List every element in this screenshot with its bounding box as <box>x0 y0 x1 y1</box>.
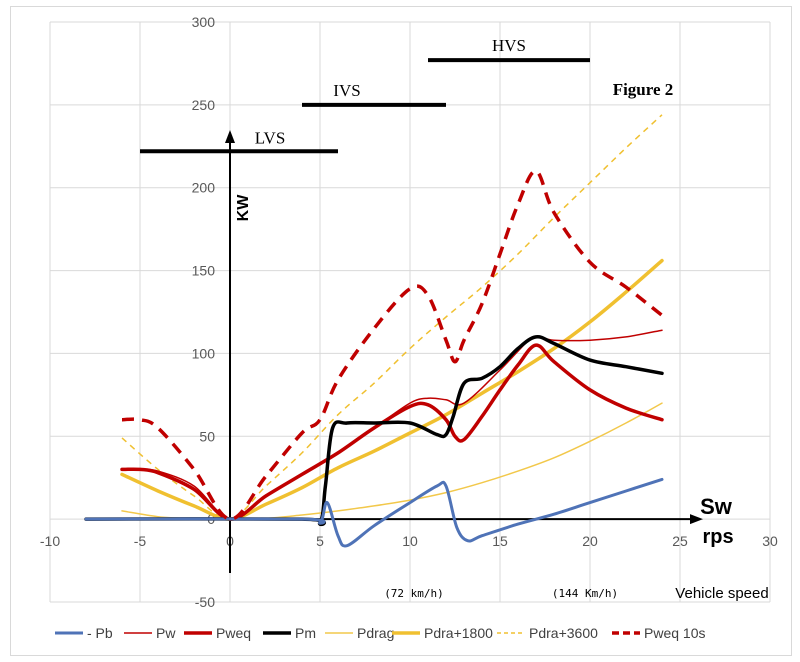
series-line-pweq <box>120 343 664 521</box>
legend-label: Pm <box>295 625 316 641</box>
series <box>84 114 664 548</box>
series-line-pw <box>121 329 663 520</box>
y-axis-label: KW <box>235 194 252 222</box>
x-tick-label: -5 <box>134 533 147 549</box>
axes <box>86 130 703 573</box>
x-axis-arrow <box>690 514 703 525</box>
x-axis-unit: rps <box>702 526 733 548</box>
series-line-pweq-10s <box>121 169 664 521</box>
legend: - Pb Pw Pweq Pm Pdrag Pdra+1800 Pdra+3600 Pweq … <box>55 625 705 641</box>
y-tick-label: 150 <box>192 263 216 279</box>
legend-label: Pweq <box>216 625 251 641</box>
x-axis-label: Sw <box>700 494 733 519</box>
x-tick-label: 30 <box>762 533 778 549</box>
x-tick-label: 10 <box>402 533 418 549</box>
legend-label: Pdrag <box>357 625 394 641</box>
x-tick-label: -10 <box>40 533 60 549</box>
speed-ranges: LVS IVS HVS <box>140 36 590 154</box>
series-line-pb <box>84 477 664 548</box>
y-axis-arrow <box>225 130 235 143</box>
speed-annotation-144: (144 Km/h) <box>552 587 618 600</box>
speed-annotation-72: (72 km/h) <box>384 587 444 600</box>
speed-range-label: HVS <box>492 36 526 55</box>
y-tick-label: 300 <box>192 14 216 30</box>
x-tick-label: 15 <box>492 533 508 549</box>
chart-title: Figure 2 <box>613 80 674 99</box>
y-tick-label: 200 <box>192 180 216 196</box>
speed-range-label: IVS <box>333 81 360 100</box>
legend-label: - Pb <box>87 625 113 641</box>
series-line-pdrag <box>121 402 663 520</box>
x-tick-label: 25 <box>672 533 688 549</box>
y-tick-label: 100 <box>192 345 216 361</box>
x-tick-label: 5 <box>316 533 324 549</box>
series-line-pdra-1800 <box>120 258 664 521</box>
y-tick-label: -50 <box>195 594 215 610</box>
x-axis-caption: Vehicle speed <box>675 585 768 602</box>
grid <box>49 21 771 603</box>
legend-label: Pw <box>156 625 176 641</box>
y-tick-label: 250 <box>192 97 216 113</box>
y-tick-label: 50 <box>199 428 215 444</box>
legend-label: Pweq 10s <box>644 625 705 641</box>
series-line-pdra-3600 <box>121 114 663 520</box>
legend-label: Pdra+1800 <box>424 625 493 641</box>
x-tick-label: 20 <box>582 533 598 549</box>
speed-range-label: LVS <box>255 128 286 147</box>
annotations: Figure 2 KW Sw rps Vehicle speed (72 km/… <box>235 80 769 602</box>
chart-frame <box>10 6 792 656</box>
legend-label: Pdra+3600 <box>529 625 598 641</box>
